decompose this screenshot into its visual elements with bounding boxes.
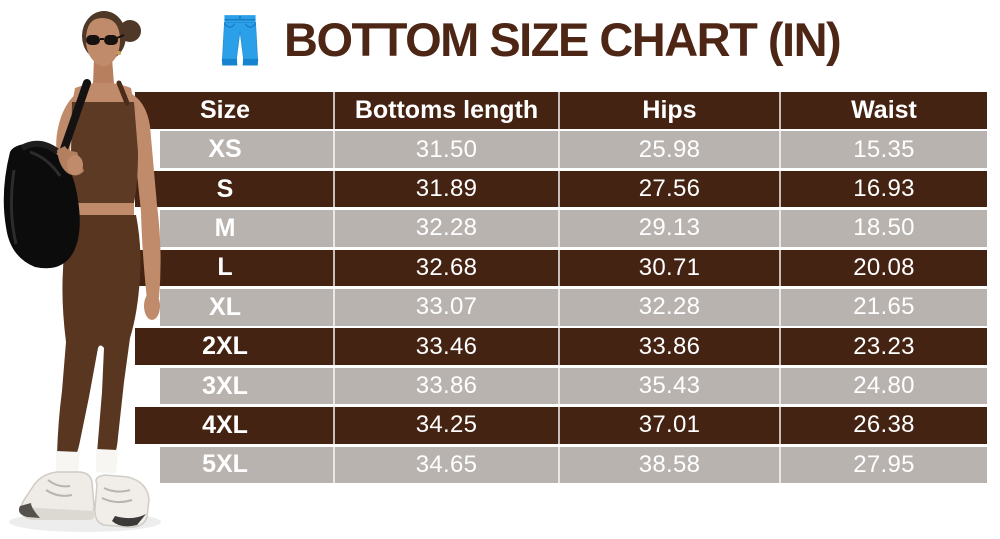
table-row-m: M 32.28 29.13 18.50 bbox=[160, 210, 987, 247]
sneakers bbox=[18, 471, 150, 528]
hips-cell: 38.58 bbox=[558, 446, 779, 484]
hips-cell: 27.56 bbox=[558, 170, 779, 208]
waist-cell: 24.80 bbox=[779, 367, 987, 405]
sunglasses bbox=[86, 34, 125, 45]
size-cell: 2XL bbox=[202, 332, 248, 361]
waist-cell: 23.23 bbox=[779, 328, 987, 365]
jeans-icon bbox=[221, 15, 259, 66]
table-row-xs: XS 31.50 25.98 15.35 bbox=[160, 131, 987, 168]
hips-cell: 33.86 bbox=[558, 328, 779, 365]
length-cell: 32.28 bbox=[333, 210, 558, 247]
waist-cell: 26.38 bbox=[779, 407, 987, 444]
hips-cell: 37.01 bbox=[558, 407, 779, 444]
table-row-4xl: 4XL 34.25 37.01 26.38 bbox=[135, 407, 987, 444]
length-cell: 31.50 bbox=[333, 131, 558, 168]
size-cell: M bbox=[214, 213, 236, 242]
waist-cell: 15.35 bbox=[779, 131, 987, 168]
hips-cell: 29.13 bbox=[558, 210, 779, 247]
size-cell: 5XL bbox=[202, 450, 248, 479]
table-row-l: L 32.68 30.71 20.08 bbox=[135, 249, 987, 287]
model-right-hand bbox=[57, 146, 84, 176]
table-row-s: S 31.89 27.56 16.93 bbox=[135, 170, 987, 208]
table-row-3xl: 3XL 33.86 35.43 24.80 bbox=[160, 367, 987, 405]
hips-cell: 25.98 bbox=[558, 131, 779, 168]
header-bottoms-length: Bottoms length bbox=[333, 92, 558, 129]
header-waist: Waist bbox=[779, 92, 987, 129]
hips-cell: 35.43 bbox=[558, 367, 779, 405]
waist-cell: 27.95 bbox=[779, 446, 987, 484]
length-cell: 33.86 bbox=[333, 367, 558, 405]
bag-strap bbox=[59, 79, 91, 156]
header-hips: Hips bbox=[558, 92, 779, 129]
table-row-2xl: 2XL 33.46 33.86 23.23 bbox=[135, 328, 987, 365]
hips-cell: 32.28 bbox=[558, 288, 779, 326]
size-cell: XS bbox=[208, 135, 242, 164]
table-row-xl: XL 33.07 32.28 21.65 bbox=[160, 288, 987, 326]
leggings bbox=[57, 215, 141, 455]
shoulder-bag bbox=[3, 140, 80, 269]
length-cell: 34.25 bbox=[333, 407, 558, 444]
model-photo bbox=[3, 11, 161, 532]
model-face bbox=[86, 18, 120, 67]
table-row-5xl: 5XL 34.65 38.58 27.95 bbox=[160, 446, 987, 484]
size-cell: XL bbox=[209, 292, 241, 321]
length-cell: 32.68 bbox=[333, 249, 558, 287]
socks bbox=[56, 449, 118, 476]
length-cell: 34.65 bbox=[333, 446, 558, 484]
earring bbox=[117, 51, 121, 55]
waist-cell: 21.65 bbox=[779, 288, 987, 326]
length-cell: 33.07 bbox=[333, 288, 558, 326]
size-chart-table: Size Bottoms length Hips Waist XS 31.50 … bbox=[135, 92, 987, 484]
hips-cell: 30.71 bbox=[558, 249, 779, 287]
model-left-arm bbox=[124, 92, 161, 320]
waist-cell: 20.08 bbox=[779, 249, 987, 287]
size-cell: L bbox=[217, 253, 233, 282]
length-cell: 33.46 bbox=[333, 328, 558, 365]
table-header-row: Size Bottoms length Hips Waist bbox=[135, 92, 987, 129]
size-cell: 4XL bbox=[202, 410, 248, 439]
header-size: Size bbox=[199, 95, 251, 124]
size-cell: S bbox=[216, 174, 234, 203]
waist-cell: 16.93 bbox=[779, 170, 987, 208]
waist-cell: 18.50 bbox=[779, 210, 987, 247]
model-neck bbox=[93, 58, 114, 88]
size-cell: 3XL bbox=[202, 371, 248, 400]
page-title: BOTTOM SIZE CHART (IN) bbox=[284, 12, 842, 66]
length-cell: 31.89 bbox=[333, 170, 558, 208]
